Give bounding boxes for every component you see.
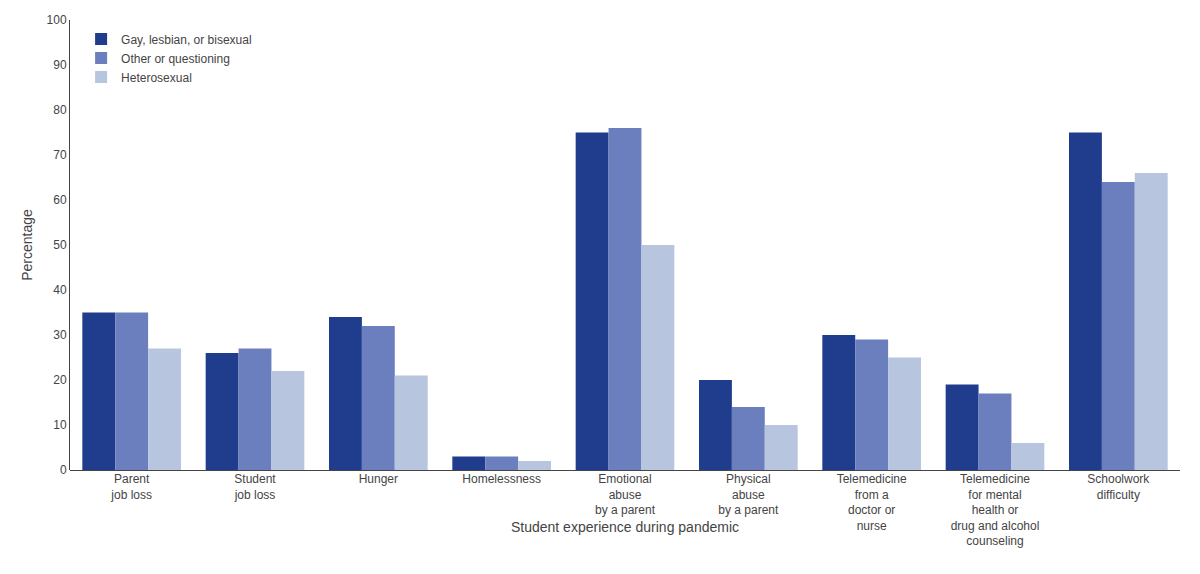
svg-text:10: 10 xyxy=(53,418,67,432)
svg-text:Heterosexual: Heterosexual xyxy=(121,71,192,85)
svg-text:90: 90 xyxy=(53,58,67,72)
svg-text:20: 20 xyxy=(53,373,67,387)
svg-text:0: 0 xyxy=(60,463,67,477)
svg-text:60: 60 xyxy=(53,193,67,207)
svg-text:Physicalabuseby a parent: Physicalabuseby a parent xyxy=(718,472,779,517)
svg-text:Student experience during pand: Student experience during pandemic xyxy=(511,519,739,535)
svg-text:70: 70 xyxy=(53,148,67,162)
svg-text:30: 30 xyxy=(53,328,67,342)
svg-text:Telemedicinefrom adoctor ornur: Telemedicinefrom adoctor ornurse xyxy=(837,472,907,533)
svg-text:Gay, lesbian, or bisexual: Gay, lesbian, or bisexual xyxy=(121,33,252,47)
svg-text:Hunger: Hunger xyxy=(359,472,398,486)
svg-text:Parentjob loss: Parentjob loss xyxy=(110,472,152,502)
svg-text:Percentage: Percentage xyxy=(19,209,35,281)
svg-text:Telemedicinefor mentalhealth o: Telemedicinefor mentalhealth ordrug and … xyxy=(951,472,1040,548)
svg-text:80: 80 xyxy=(53,103,67,117)
svg-text:Schoolworkdifficulty: Schoolworkdifficulty xyxy=(1087,472,1150,502)
svg-text:Studentjob loss: Studentjob loss xyxy=(234,472,277,502)
svg-text:100: 100 xyxy=(47,13,67,27)
svg-text:Emotionalabuseby a parent: Emotionalabuseby a parent xyxy=(595,472,656,517)
svg-text:Other or questioning: Other or questioning xyxy=(121,52,230,66)
svg-text:50: 50 xyxy=(53,238,67,252)
svg-text:40: 40 xyxy=(53,283,67,297)
svg-text:Homelessness: Homelessness xyxy=(462,472,541,486)
